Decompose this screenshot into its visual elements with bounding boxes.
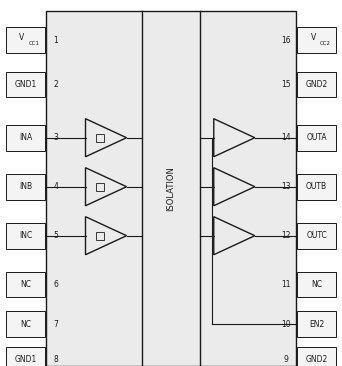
Text: V: V [311, 33, 316, 42]
Bar [297, 27, 336, 53]
Text: OUTB: OUTB [306, 182, 327, 191]
Bar [6, 72, 45, 97]
Text: GND1: GND1 [14, 80, 37, 89]
Bar [297, 347, 336, 366]
Text: 1: 1 [53, 36, 58, 45]
Bar [6, 125, 45, 150]
Bar [297, 125, 336, 150]
Text: V: V [19, 33, 25, 42]
Bar [6, 223, 45, 249]
Bar [6, 27, 45, 53]
Text: 12: 12 [281, 231, 291, 240]
Bar [6, 174, 45, 199]
Text: 6: 6 [53, 280, 58, 289]
Text: 2: 2 [53, 80, 58, 89]
Bar [46, 11, 296, 366]
Bar [6, 272, 45, 297]
Text: 14: 14 [281, 133, 291, 142]
Text: INA: INA [19, 133, 32, 142]
Text: NC: NC [20, 320, 31, 329]
Text: 16: 16 [281, 36, 291, 45]
Bar [6, 347, 45, 366]
Text: INC: INC [19, 231, 32, 240]
Text: CC1: CC1 [28, 41, 40, 45]
Bar [297, 72, 336, 97]
Text: CC2: CC2 [319, 41, 331, 45]
Text: 11: 11 [281, 280, 291, 289]
Text: 9: 9 [284, 355, 289, 364]
Text: 3: 3 [53, 133, 58, 142]
Text: 5: 5 [53, 231, 58, 240]
Bar [96, 134, 104, 142]
Bar [297, 311, 336, 337]
Text: OUTC: OUTC [306, 231, 327, 240]
Text: GND1: GND1 [14, 355, 37, 364]
Text: 8: 8 [53, 355, 58, 364]
Bar [297, 174, 336, 199]
Text: 7: 7 [53, 320, 58, 329]
Bar [297, 223, 336, 249]
Bar [6, 311, 45, 337]
Text: GND2: GND2 [305, 355, 328, 364]
Text: ISOLATION: ISOLATION [167, 166, 175, 211]
Text: 15: 15 [281, 80, 291, 89]
Text: NC: NC [311, 280, 322, 289]
Text: 10: 10 [281, 320, 291, 329]
Bar [297, 272, 336, 297]
Text: EN2: EN2 [309, 320, 324, 329]
Text: 4: 4 [53, 182, 58, 191]
Bar [96, 232, 104, 240]
Bar [96, 183, 104, 191]
Text: NC: NC [20, 280, 31, 289]
Text: GND2: GND2 [305, 80, 328, 89]
Text: 13: 13 [281, 182, 291, 191]
Text: OUTA: OUTA [306, 133, 327, 142]
Text: INB: INB [19, 182, 32, 191]
